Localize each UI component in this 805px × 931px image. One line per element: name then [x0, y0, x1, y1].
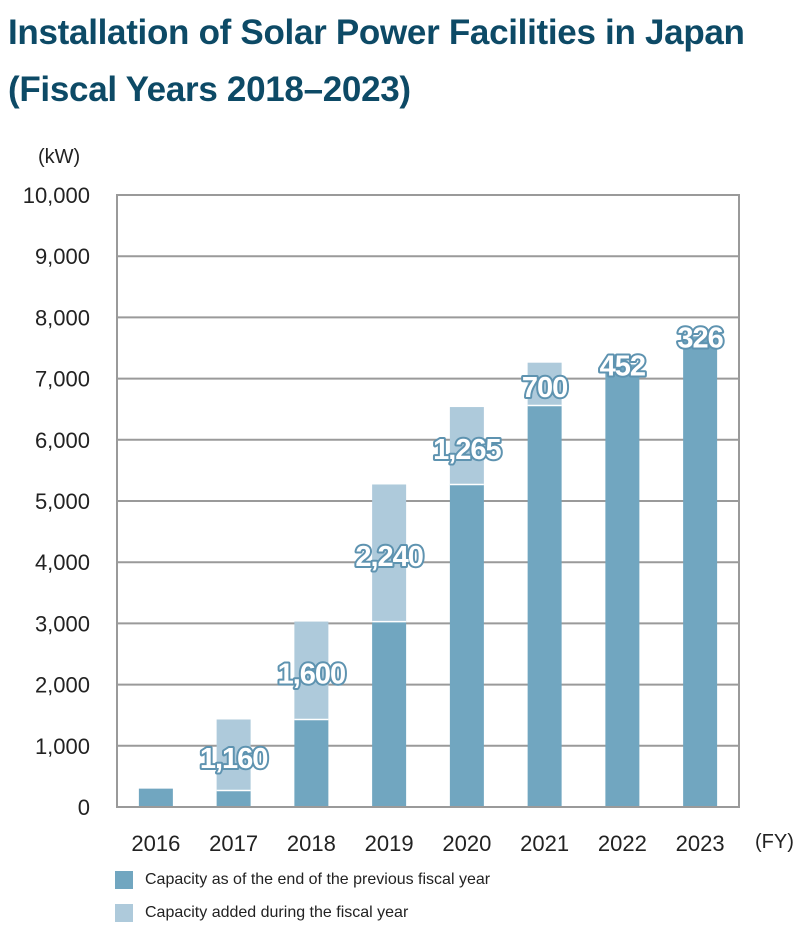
legend-label-added: Capacity added during the fiscal year — [145, 904, 409, 921]
x-tick-label: 2021 — [520, 831, 569, 856]
bars — [138, 336, 718, 807]
bar-added-2019 — [372, 484, 407, 622]
bar-base-2021 — [527, 405, 562, 807]
chart-title: Installation of Solar Power Facilities i… — [8, 4, 745, 118]
bar-base-2016 — [138, 788, 173, 807]
data-label-2020: 1,265 — [433, 434, 501, 466]
y-tick-label: 9,000 — [35, 244, 90, 269]
y-tick-label: 2,000 — [35, 673, 90, 698]
chart-title-line-2: (Fiscal Years 2018–2023) — [8, 70, 411, 109]
y-tick-label: 3,000 — [35, 611, 90, 636]
bar-added-2018 — [294, 621, 329, 720]
y-axis-ticks: 0 1,000 2,000 3,000 4,000 5,000 6,000 7,000 8,00… — [23, 183, 90, 820]
x-axis-ticks: 2016 2017 2018 2019 2020 2021 2022 2023 — [131, 831, 724, 856]
data-label-2023: 326 — [677, 322, 723, 354]
legend-item-added: Capacity added during the fiscal year — [115, 904, 408, 922]
y-tick-label: 1,000 — [35, 734, 90, 759]
y-tick-label: 10,000 — [23, 183, 90, 208]
legend-swatch-added — [115, 904, 133, 922]
y-tick-label: 4,000 — [35, 550, 90, 575]
y-tick-label: 0 — [78, 795, 90, 820]
bar-base-2017 — [216, 790, 251, 807]
data-labels: 1,160 1,600 2,240 1,265 700 452 326 — [198, 320, 727, 777]
grid-lines — [117, 255, 739, 747]
plot-frame — [116, 194, 740, 808]
y-axis-unit: (kW) — [38, 146, 80, 168]
bar-base-2022 — [605, 364, 640, 807]
x-tick-label: 2019 — [365, 831, 414, 856]
bar-base-2023 — [683, 336, 718, 807]
data-label-2017: 1,160 — [200, 743, 268, 775]
bar-base-2018 — [294, 719, 329, 807]
y-tick-label: 6,000 — [35, 428, 90, 453]
bar-added-2021 — [527, 362, 562, 406]
bar-added-2017 — [216, 719, 251, 791]
x-tick-label: 2023 — [676, 831, 725, 856]
legend-label-base: Capacity as of the end of the previous f… — [145, 871, 491, 888]
data-label-2018: 1,600 — [278, 659, 346, 691]
x-tick-label: 2020 — [442, 831, 491, 856]
x-tick-label: 2022 — [598, 831, 647, 856]
data-label-2019: 2,240 — [355, 541, 423, 573]
bar-base-2020 — [449, 484, 484, 807]
legend-swatch-base — [115, 871, 133, 889]
x-axis-unit: (FY) — [755, 831, 794, 853]
data-label-2022: 452 — [600, 351, 645, 383]
x-tick-label: 2016 — [131, 831, 180, 856]
legend-item-base: Capacity as of the end of the previous f… — [115, 871, 490, 889]
x-tick-label: 2018 — [287, 831, 336, 856]
y-tick-label: 7,000 — [35, 367, 90, 392]
data-label-2021: 700 — [522, 372, 567, 404]
y-tick-label: 8,000 — [35, 305, 90, 330]
chart-title-line-1: Installation of Solar Power Facilities i… — [8, 13, 745, 52]
bar-added-2020 — [449, 407, 484, 485]
x-tick-label: 2017 — [209, 831, 258, 856]
bar-base-2019 — [372, 621, 407, 807]
y-tick-label: 5,000 — [35, 489, 90, 514]
